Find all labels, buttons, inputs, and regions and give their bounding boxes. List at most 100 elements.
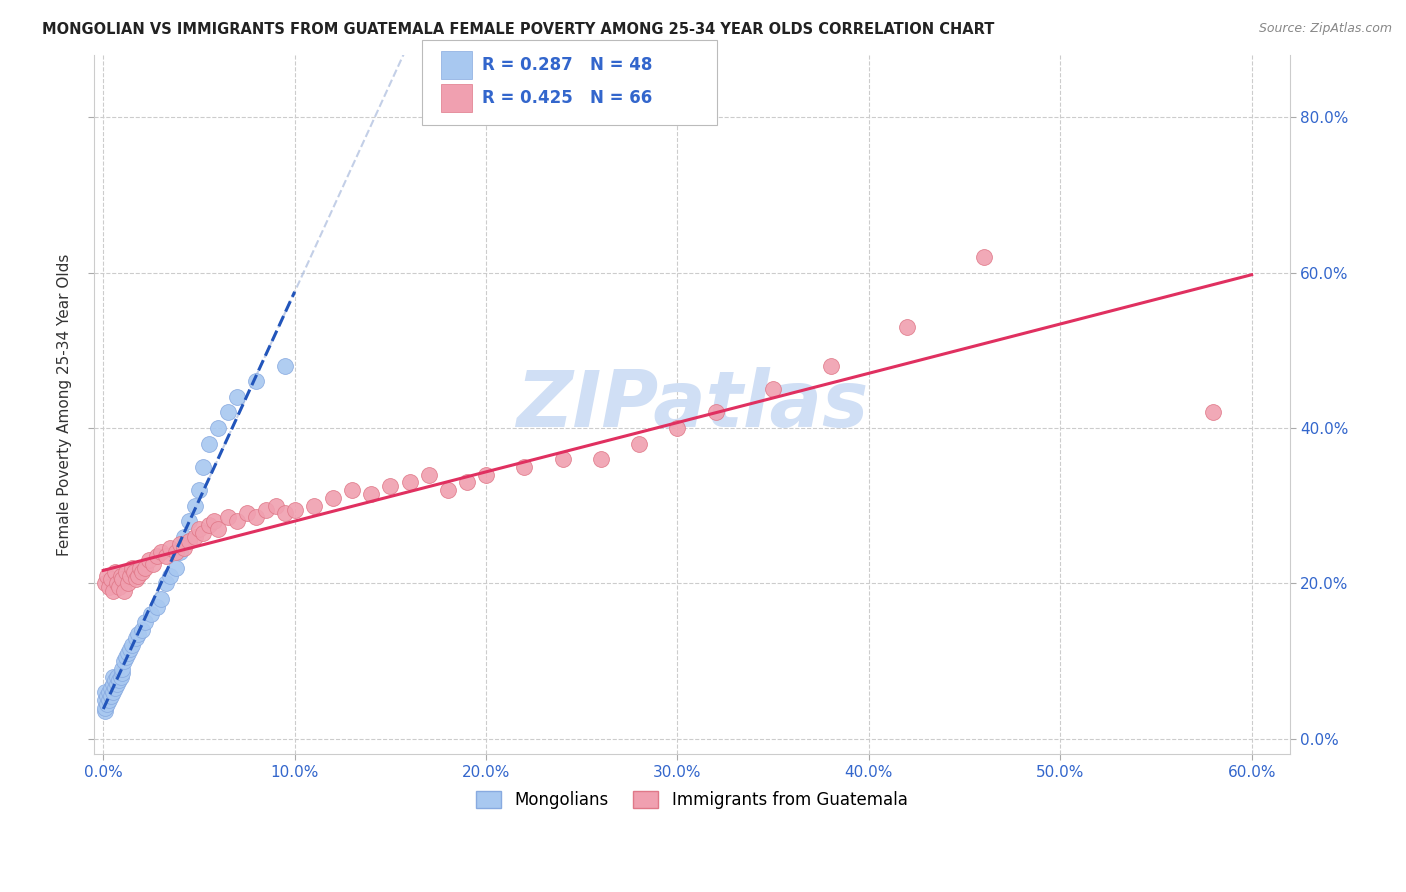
Text: Source: ZipAtlas.com: Source: ZipAtlas.com: [1258, 22, 1392, 36]
Point: [101, 685, 124, 699]
Point: [139, 607, 162, 622]
Point: [436, 483, 458, 497]
Point: [146, 549, 169, 563]
Point: [169, 537, 191, 551]
Point: [197, 518, 219, 533]
Point: [104, 681, 127, 696]
Point: [973, 250, 995, 264]
Point: [173, 541, 195, 556]
Point: [274, 359, 297, 373]
Point: [98, 685, 121, 699]
Point: [418, 467, 440, 482]
Point: [104, 565, 127, 579]
Point: [101, 669, 124, 683]
Point: [226, 390, 249, 404]
Point: [149, 545, 172, 559]
Point: [217, 510, 239, 524]
Point: [236, 507, 259, 521]
Point: [254, 502, 277, 516]
Point: [159, 568, 181, 582]
Legend: Mongolians, Immigrants from Guatemala: Mongolians, Immigrants from Guatemala: [470, 784, 914, 816]
Point: [125, 573, 148, 587]
Y-axis label: Female Poverty Among 25-34 Year Olds: Female Poverty Among 25-34 Year Olds: [58, 253, 72, 556]
Point: [820, 359, 842, 373]
Point: [589, 452, 612, 467]
Point: [896, 320, 918, 334]
Point: [762, 382, 785, 396]
Point: [149, 591, 172, 606]
Point: [94, 576, 117, 591]
Point: [134, 615, 156, 629]
Point: [100, 573, 122, 587]
Point: [380, 479, 402, 493]
Point: [207, 522, 229, 536]
Point: [120, 642, 142, 657]
Point: [112, 654, 135, 668]
Text: R = 0.425   N = 66: R = 0.425 N = 66: [482, 89, 652, 107]
Point: [188, 522, 211, 536]
Point: [101, 584, 124, 599]
Point: [551, 452, 574, 467]
Point: [98, 693, 121, 707]
Point: [513, 459, 536, 474]
Point: [94, 685, 117, 699]
Point: [111, 665, 134, 680]
Point: [115, 650, 138, 665]
Point: [115, 565, 138, 579]
Point: [155, 549, 177, 563]
Point: [104, 673, 127, 688]
Point: [105, 669, 128, 683]
Point: [131, 623, 153, 637]
Point: [284, 502, 307, 516]
Point: [127, 568, 149, 582]
Point: [217, 405, 239, 419]
Point: [398, 475, 420, 490]
Point: [360, 487, 382, 501]
Point: [117, 576, 139, 591]
Point: [101, 677, 124, 691]
Point: [127, 627, 149, 641]
Point: [188, 483, 211, 497]
Point: [105, 576, 128, 591]
Text: MONGOLIAN VS IMMIGRANTS FROM GUATEMALA FEMALE POVERTY AMONG 25-34 YEAR OLDS CORR: MONGOLIAN VS IMMIGRANTS FROM GUATEMALA F…: [42, 22, 994, 37]
Point: [191, 525, 214, 540]
Point: [179, 514, 201, 528]
Point: [122, 565, 145, 579]
Point: [202, 514, 225, 528]
Point: [245, 375, 267, 389]
Point: [322, 491, 344, 505]
Point: [274, 507, 297, 521]
Point: [96, 568, 118, 582]
Point: [666, 421, 689, 435]
Point: [100, 689, 122, 703]
Point: [110, 568, 132, 582]
Point: [105, 677, 128, 691]
Point: [100, 681, 122, 696]
Point: [94, 700, 117, 714]
Text: R = 0.287   N = 48: R = 0.287 N = 48: [482, 56, 652, 74]
Point: [245, 510, 267, 524]
Point: [179, 533, 201, 548]
Point: [96, 689, 118, 703]
Point: [146, 599, 169, 614]
Point: [207, 421, 229, 435]
Point: [184, 499, 207, 513]
Point: [1202, 405, 1225, 419]
Point: [112, 584, 135, 599]
Point: [159, 541, 181, 556]
Point: [628, 436, 651, 450]
Point: [302, 499, 325, 513]
Point: [165, 561, 187, 575]
Point: [134, 561, 156, 575]
Point: [120, 568, 142, 582]
Point: [131, 565, 153, 579]
Point: [142, 557, 165, 571]
Point: [98, 580, 121, 594]
Point: [94, 705, 117, 719]
Text: ZIPatlas: ZIPatlas: [516, 367, 868, 442]
Point: [264, 499, 287, 513]
Point: [107, 580, 129, 594]
Point: [197, 436, 219, 450]
Point: [704, 405, 727, 419]
Point: [184, 530, 207, 544]
